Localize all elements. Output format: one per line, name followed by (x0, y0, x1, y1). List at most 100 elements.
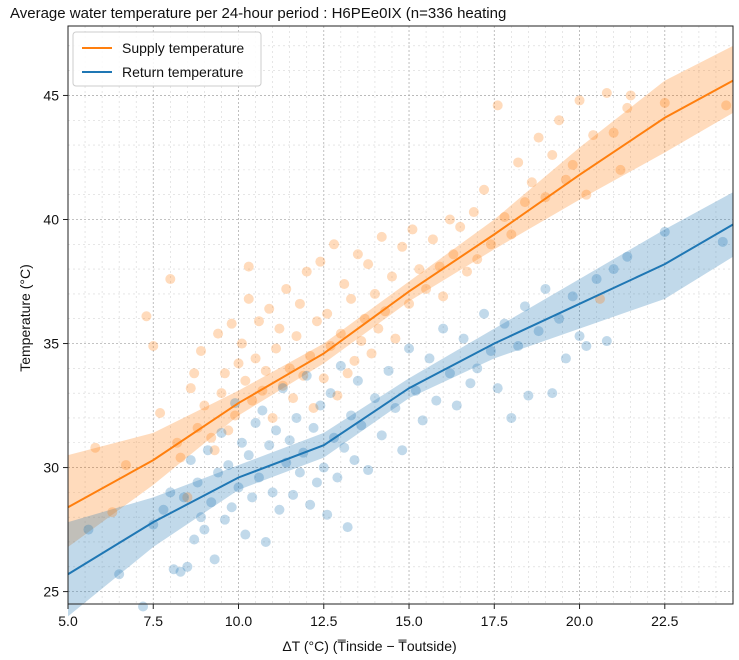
supply-point (659, 97, 670, 108)
supply-point (448, 249, 459, 260)
return-point (410, 385, 421, 396)
supply-point (625, 90, 636, 101)
return-point (260, 536, 271, 547)
return-confidence-band (68, 192, 733, 617)
return-point (659, 226, 670, 237)
supply-point (250, 353, 261, 364)
supply-point (120, 460, 131, 471)
return-point (574, 331, 585, 342)
return-point (114, 569, 125, 580)
return-point (291, 412, 302, 423)
return-point (83, 524, 94, 535)
return-point (492, 383, 503, 394)
supply-point (455, 221, 466, 232)
supply-point (421, 283, 432, 294)
supply-point (226, 318, 237, 329)
supply-point (264, 303, 275, 314)
return-point (438, 323, 449, 334)
return-point (199, 524, 210, 535)
supply-point (492, 100, 503, 111)
return-point (513, 341, 524, 352)
return-point (369, 393, 380, 404)
legend-supply-label: Supply temperature (122, 40, 244, 56)
return-point (346, 410, 357, 421)
supply-point (107, 507, 118, 518)
supply-point (236, 338, 247, 349)
return-point (383, 365, 394, 376)
return-point (318, 462, 329, 473)
return-point (325, 388, 336, 399)
chart-title: Average water temperature per 24-hour pe… (10, 5, 507, 22)
return-point (444, 368, 455, 379)
return-point (339, 442, 350, 453)
supply-point (298, 370, 309, 381)
supply-point (519, 197, 530, 208)
supply-point (438, 291, 449, 302)
return-point (305, 499, 316, 510)
supply-point (90, 442, 101, 453)
return-point (717, 236, 728, 247)
return-point (335, 360, 346, 371)
return-point (243, 450, 254, 461)
supply-point (554, 115, 565, 126)
return-point (458, 333, 469, 344)
return-point (601, 336, 612, 347)
return-point (311, 477, 322, 488)
supply-confidence-band (68, 45, 733, 547)
return-point (175, 566, 186, 577)
return-point (451, 400, 462, 411)
supply-point (376, 231, 387, 242)
supply-point (363, 259, 374, 270)
legend: Supply temperature Return temperature (72, 31, 262, 87)
supply-point (342, 368, 353, 379)
supply-point (526, 177, 537, 188)
supply-point (209, 445, 220, 456)
return-point (168, 564, 179, 575)
return-point (332, 472, 343, 483)
supply-point (165, 274, 176, 285)
return-point (363, 465, 374, 476)
x-tick-label: 5.0 (58, 613, 78, 629)
supply-point (216, 388, 227, 399)
supply-point (182, 492, 193, 503)
return-point (465, 378, 476, 389)
x-tick-label: 17.5 (481, 613, 508, 629)
return-point (352, 375, 363, 386)
supply-point (499, 212, 510, 223)
axis-ticks: 5.0 7.5 10.0 12.5 15.0 17.5 20.0 22.5 25 30 35 40 45 (43, 87, 678, 629)
fit-lines (67, 79, 734, 576)
return-point (226, 502, 237, 513)
x-tick-label: 15.0 (395, 613, 422, 629)
return-point (209, 554, 220, 565)
return-point (236, 437, 247, 448)
supply-point (427, 234, 438, 245)
return-point (608, 264, 619, 275)
return-point (267, 487, 278, 498)
return-point (274, 504, 285, 515)
legend-box (72, 31, 262, 87)
supply-point (581, 189, 592, 200)
return-point (301, 370, 312, 381)
return-point (206, 497, 217, 508)
return-point (185, 455, 196, 466)
return-point (264, 440, 275, 451)
supply-fit-line (67, 79, 734, 509)
return-point (540, 283, 551, 294)
y-tick-label: 40 (43, 211, 59, 227)
supply-point (346, 293, 357, 304)
return-point (390, 403, 401, 414)
return-point (271, 425, 282, 436)
supply-point (243, 261, 254, 272)
return-point (485, 345, 496, 356)
supply-point (281, 283, 292, 294)
supply-point (243, 293, 254, 304)
supply-point (315, 256, 326, 267)
supply-point (223, 425, 234, 436)
supply-point (233, 358, 244, 369)
supply-point (462, 266, 472, 277)
x-axis-label: ΔT (°C) (T̅inside − T̅outside) (282, 638, 457, 654)
supply-point (468, 207, 479, 218)
return-point (349, 455, 360, 466)
supply-point (267, 412, 278, 423)
supply-point (192, 422, 203, 433)
